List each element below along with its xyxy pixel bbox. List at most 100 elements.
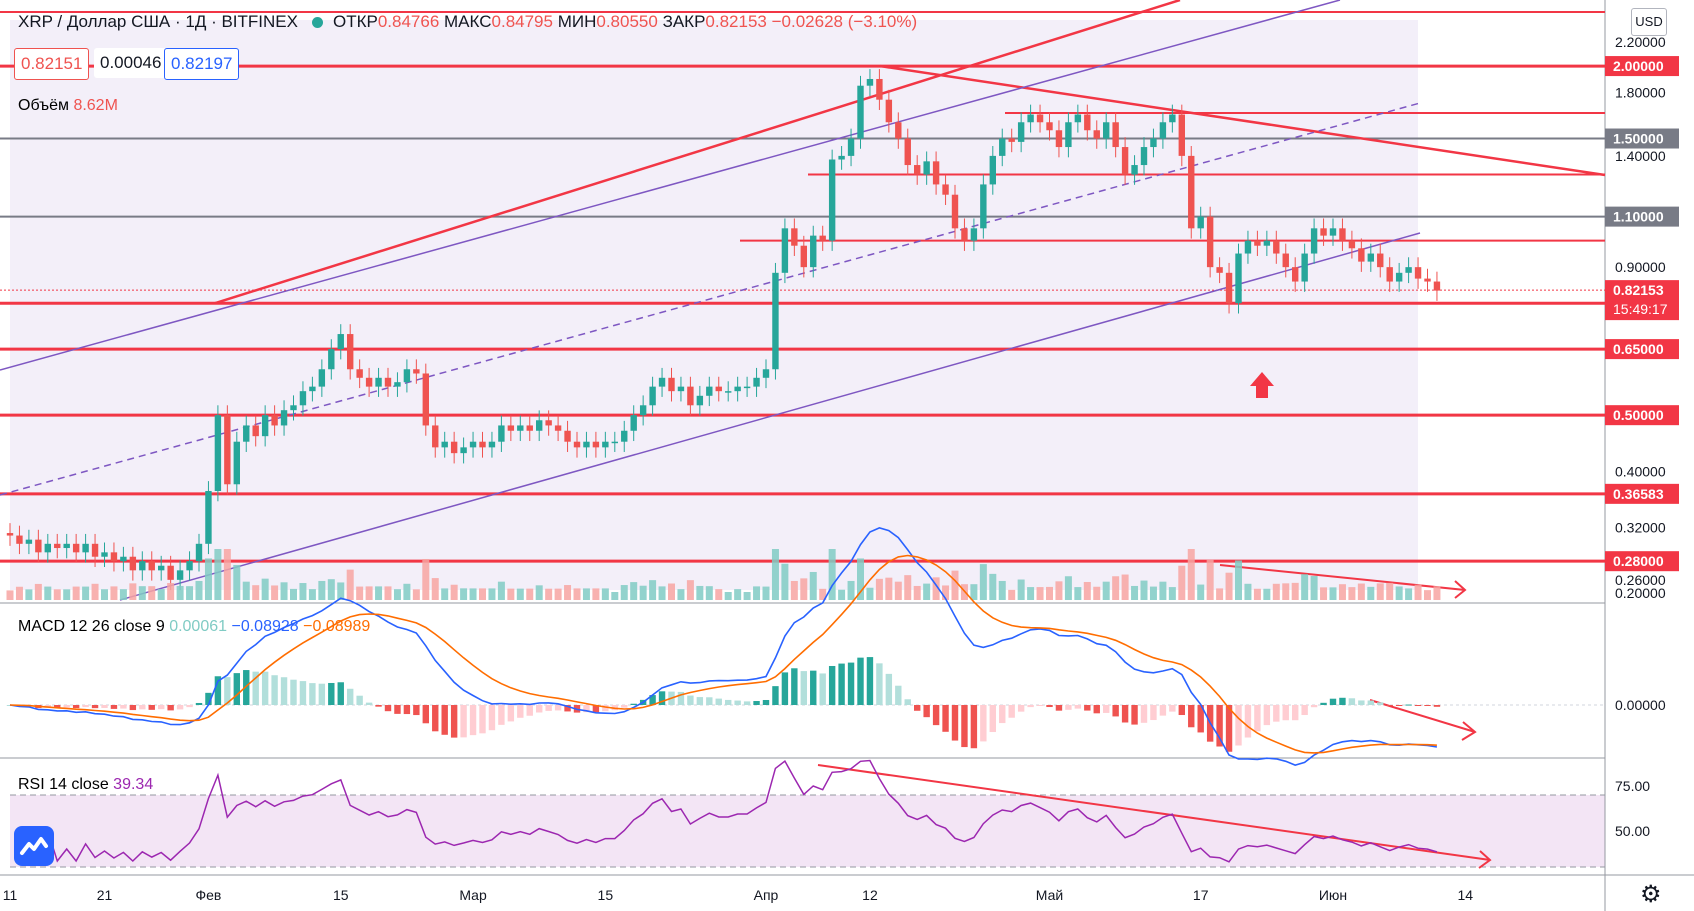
- currency-button[interactable]: USD: [1631, 8, 1667, 36]
- candle: [1395, 272, 1403, 282]
- volume-bar: [375, 586, 383, 600]
- macd-histogram-bar: [1046, 705, 1053, 708]
- volume-bar: [819, 588, 827, 600]
- level-price-label: [1605, 56, 1679, 77]
- candle: [923, 161, 930, 175]
- volume-bar: [649, 580, 657, 600]
- macd-histogram-bar: [1424, 705, 1431, 706]
- ask-price[interactable]: 0.82197: [164, 48, 240, 80]
- macd-histogram-bar: [1197, 705, 1204, 733]
- spread-value: 0.00046: [94, 48, 168, 78]
- volume-bar: [1329, 587, 1337, 600]
- macd-histogram-bar: [205, 692, 212, 705]
- macd-histogram-bar: [1405, 704, 1412, 706]
- volume-bar: [1017, 579, 1025, 600]
- macd-histogram-bar: [876, 663, 883, 705]
- volume-bar: [516, 588, 524, 600]
- candle: [309, 386, 316, 392]
- macd-histogram-bar: [1244, 705, 1252, 738]
- rsi-legend[interactable]: RSI 14 close 39.34: [18, 776, 154, 793]
- candle: [734, 386, 741, 392]
- macd-histogram-bar: [592, 705, 600, 713]
- volume-bar: [82, 586, 90, 600]
- close-value: 0.82153: [705, 12, 767, 31]
- candle: [44, 543, 51, 553]
- symbol-name[interactable]: XRP / Доллар США · 1Д · BITFINEX: [18, 12, 298, 31]
- candle: [82, 543, 89, 553]
- macd-histogram-bar: [460, 705, 467, 738]
- time-tick-label: 17: [1193, 887, 1209, 903]
- price-tick-label: 0.90000: [1615, 259, 1666, 275]
- candle: [1310, 228, 1318, 254]
- macd-histogram-bar: [1150, 705, 1157, 721]
- macd-histogram-bar: [1367, 700, 1374, 705]
- volume-bar: [1424, 590, 1431, 600]
- macd-histogram-bar: [1121, 705, 1129, 723]
- candle: [498, 425, 505, 442]
- volume-bar: [1131, 585, 1139, 600]
- macd-histogram-bar: [1074, 705, 1082, 709]
- macd-histogram-bar: [1178, 705, 1185, 716]
- settings-gear-icon[interactable]: ⚙: [1640, 881, 1662, 908]
- macd-histogram-bar: [999, 705, 1006, 724]
- candle: [914, 165, 921, 175]
- candle: [63, 543, 70, 549]
- volume-bar: [497, 581, 505, 600]
- candle: [639, 405, 647, 416]
- volume-bar: [403, 583, 411, 600]
- volume-bar: [639, 585, 647, 600]
- macd-histogram-bar: [129, 705, 137, 711]
- candle: [1405, 267, 1412, 273]
- tradingview-logo[interactable]: [14, 826, 54, 866]
- rsi-trend-arrow: [817, 764, 1491, 861]
- channel-top: [0, 0, 1341, 371]
- volume-bar: [1197, 584, 1205, 600]
- candle: [1320, 228, 1327, 236]
- volume-bar: [630, 582, 638, 600]
- volume-bar: [601, 588, 609, 600]
- candle: [1367, 253, 1374, 262]
- candle: [1225, 272, 1233, 304]
- volume-bar: [195, 580, 203, 600]
- candle: [583, 441, 590, 448]
- candle: [158, 565, 165, 571]
- volume-bar: [875, 578, 883, 600]
- level-price-label: [1605, 405, 1679, 426]
- macd-histogram-bar: [621, 705, 628, 708]
- candle: [6, 533, 14, 536]
- candle: [564, 430, 571, 442]
- market-open-dot: [311, 17, 323, 28]
- high-value: 0.84795: [491, 12, 553, 31]
- volume-bar: [1168, 587, 1176, 600]
- time-tick-label: 12: [862, 887, 878, 903]
- candle: [375, 377, 382, 387]
- volume-bar: [970, 584, 978, 600]
- macd-histogram-bar: [1414, 705, 1422, 706]
- candle: [847, 138, 855, 156]
- candle: [1103, 122, 1110, 139]
- candle: [668, 377, 675, 392]
- macd-histogram-bar: [602, 705, 609, 712]
- macd-histogram-bar: [148, 705, 155, 710]
- volume-bar: [1140, 580, 1148, 600]
- macd-histogram-bar: [120, 705, 127, 709]
- macd-histogram-bar: [743, 701, 751, 705]
- candle: [838, 155, 845, 160]
- volume-bar: [1253, 588, 1261, 600]
- volume-bar: [677, 589, 685, 600]
- rsi-tick-label: 50.00: [1615, 823, 1650, 839]
- volume-legend[interactable]: Объём 8.62M: [18, 97, 118, 114]
- volume-bar: [460, 588, 468, 600]
- volume-bar: [554, 588, 562, 600]
- macd-legend[interactable]: MACD 12 26 close 9 0.00061 −0.08928 −0.0…: [18, 618, 371, 635]
- volume-bar: [441, 588, 449, 600]
- volume-bar: [809, 571, 817, 600]
- candle: [526, 425, 533, 431]
- macd-histogram-bar: [54, 705, 61, 709]
- macd-histogram-bar: [347, 688, 354, 705]
- candle: [1414, 267, 1422, 279]
- volume-bar: [686, 580, 694, 600]
- bid-price[interactable]: 0.82151: [14, 48, 90, 80]
- volume-bar: [318, 580, 326, 600]
